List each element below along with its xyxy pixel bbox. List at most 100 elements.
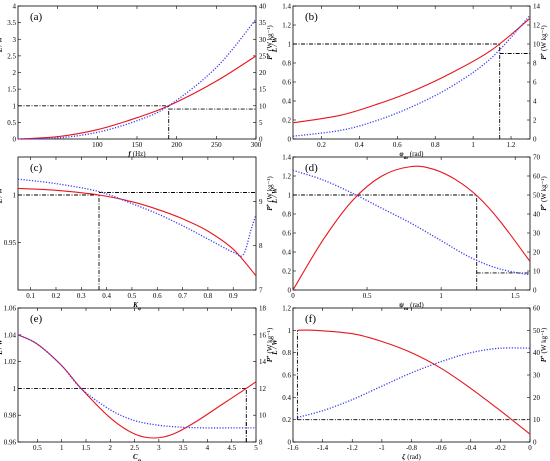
y-axis-label-right-main: P — [540, 206, 548, 211]
panel-c: 0.1 0.2 0.3 0.4 0.5 0.6 0.7 0.8 0.9 0.95 1 7 8 9 (c) L … — [0, 156, 274, 312]
y-tick-label-right: 8 — [259, 439, 263, 447]
x-tick-label: 0.6 — [153, 292, 162, 300]
y-axis-label-right-main: P — [266, 357, 274, 362]
x-tick-label: 0.4 — [102, 292, 111, 300]
x-tick-label: 0.5 — [363, 292, 372, 300]
y-tick-label-right: 8 — [259, 242, 263, 250]
y-tick-label-right: 50 — [533, 327, 541, 335]
x-axis-label-unit: (rad) — [407, 453, 421, 461]
panel-e: 0.5 1 1.5 2 2.5 3 3.5 4 4.5 5 0.96 0.98 1 1.02 1.04 1.0… — [0, 305, 274, 461]
x-axis-label-main: φ — [400, 150, 404, 158]
x-tick-label: 2.5 — [130, 444, 139, 452]
y-axis-label-left: L / W — [271, 187, 279, 204]
y-tick-label-left: 1 — [13, 385, 17, 393]
x-axis-label: ψm (rad) — [399, 301, 424, 312]
y-tick-label-right: 7 — [259, 287, 263, 295]
y-tick-label-right: 20 — [533, 394, 541, 402]
y-tick-label-right: 10 — [533, 268, 541, 276]
y-tick-label-left: 2 — [13, 69, 17, 77]
x-axis-label-sub: φ — [138, 307, 141, 312]
y-tick-label-left: 1.2 — [282, 22, 291, 30]
y-tick-label-left: 1.02 — [4, 358, 17, 366]
x-tick-label: -1.2 — [347, 444, 359, 452]
y-tick-label-right: 30 — [533, 372, 541, 380]
y-tick-label-left: 0.6 — [282, 372, 291, 380]
y-axis-label-right-sup: * — [541, 355, 546, 358]
y-axis-label-right-main: P — [266, 206, 274, 211]
y-axis-label-right-unit: (W kg⁻¹) — [266, 25, 274, 51]
x-tick-label: 1.2 — [507, 141, 516, 149]
x-tick-label: 0.8 — [204, 292, 213, 300]
y-tick-label-left: 0.2 — [282, 416, 291, 424]
x-tick-label: 200 — [171, 141, 182, 149]
y-axis-label-left: L / W — [271, 338, 279, 355]
panel-label: (c) — [30, 162, 43, 174]
y-tick-label-left: 0.8 — [282, 211, 291, 219]
y-tick-label-left: 0.5 — [7, 119, 16, 127]
y-axis-label-right-sup: * — [541, 52, 546, 55]
x-tick-label: -0.8 — [406, 444, 418, 452]
panel-label: (f) — [305, 313, 316, 325]
y-tick-label-left: 0 — [288, 439, 292, 447]
x-tick-label: 4.5 — [227, 444, 236, 452]
panel-label: (a) — [30, 11, 43, 23]
x-tick-label: 1 — [60, 444, 64, 452]
y-tick-label-right: 15 — [259, 86, 267, 94]
y-axis-label-right: P*(W kg⁻¹) — [540, 327, 548, 362]
x-tick-label: -0.2 — [495, 444, 507, 452]
x-axis-label-main: f — [128, 150, 131, 158]
y-tick-label-right: 16 — [259, 331, 267, 339]
y-tick-label-left: 3.5 — [7, 19, 16, 27]
y-tick-label-left: 0.4 — [282, 98, 291, 106]
y-tick-label-left: 1.2 — [282, 305, 291, 313]
y-axis-label-left: L / W — [0, 187, 4, 204]
x-tick-label: -1.6 — [287, 444, 299, 452]
x-tick-label: 0.6 — [393, 141, 402, 149]
x-tick-label: 1.5 — [82, 444, 91, 452]
y-tick-label-right: 20 — [533, 249, 541, 257]
y-tick-label-right: 40 — [259, 3, 267, 11]
y-axis-label-right: P* (W kg⁻¹) — [266, 327, 274, 362]
x-axis-label: f (Hz) — [128, 150, 146, 158]
x-axis-label-sub: ψ — [138, 459, 142, 461]
plot-frame — [17, 156, 257, 291]
y-tick-label-left: 1 — [13, 102, 17, 110]
y-axis-label-right-unit: (W kg⁻¹) — [266, 176, 274, 202]
x-tick-label: 100 — [92, 141, 103, 149]
x-axis-label-unit: (rad) — [410, 301, 424, 309]
y-tick-label-left: 0.96 — [4, 439, 17, 447]
y-axis-label-right: P*(W kg⁻¹) — [540, 25, 548, 60]
y-tick-label-right: 0 — [533, 287, 537, 295]
y-axis-label-right-sup: * — [267, 355, 272, 358]
y-axis-label-right-unit: (W kg⁻¹) — [266, 327, 274, 353]
y-tick-label-left: 1.4 — [282, 154, 291, 162]
y-tick-label-right: 14 — [259, 358, 267, 366]
y-tick-label-left: 1.4 — [282, 3, 291, 11]
y-tick-label-right: 5 — [259, 119, 263, 127]
x-tick-label: 0.1 — [26, 292, 35, 300]
y-tick-label-left: 2.5 — [7, 52, 16, 60]
plot-frame — [292, 307, 531, 443]
x-tick-label: 5 — [254, 444, 258, 452]
y-tick-label-right: 10 — [259, 412, 267, 420]
y-tick-label-left: 1 — [288, 192, 292, 200]
y-tick-label-left: 3 — [13, 36, 17, 44]
x-tick-label: 0.5 — [128, 292, 137, 300]
y-tick-label-left: 0.4 — [282, 394, 291, 402]
x-axis-label: Cψ — [133, 453, 142, 461]
y-tick-label-left: 0.6 — [282, 79, 291, 87]
x-tick-label: 150 — [132, 141, 143, 149]
x-tick-label: -1.4 — [317, 444, 329, 452]
x-tick-label: 0 — [528, 444, 532, 452]
x-axis-label-sub: m — [404, 156, 409, 161]
y-axis-label-right: P*(W kg⁻¹) — [540, 176, 548, 211]
x-axis-label-sub: m — [404, 307, 409, 312]
power-curve — [17, 334, 256, 429]
y-axis-label-right: P*(W kg⁻¹) — [266, 176, 274, 211]
x-tick-label: 1 — [471, 141, 475, 149]
power-curve — [17, 178, 257, 257]
y-tick-label-left: 0.8 — [282, 349, 291, 357]
y-tick-label-right: 6 — [533, 79, 537, 87]
y-axis-label-right-main: P — [266, 55, 274, 60]
